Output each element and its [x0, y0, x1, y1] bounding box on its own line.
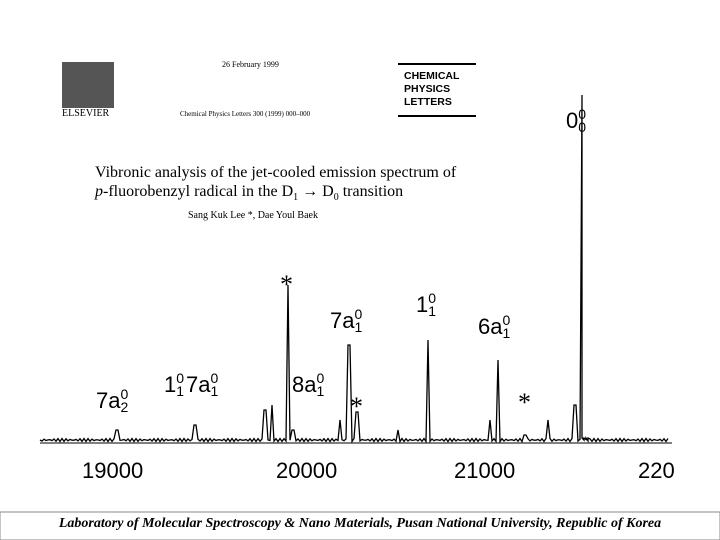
peak-sub: 1 — [210, 383, 219, 399]
authors: Sang Kuk Lee *, Dae Youl Baek — [188, 210, 318, 221]
peak-sup: 0 — [120, 386, 129, 402]
peak-sup: 0 — [502, 312, 511, 328]
title-part: → D — [298, 183, 334, 200]
peak-sup: 0 — [316, 370, 325, 386]
peak-base: 1 — [164, 372, 177, 397]
title-part: -fluorobenzyl radical in the D — [103, 183, 294, 200]
peak-base: 0 — [566, 108, 579, 133]
x-tick-label: 20000 — [276, 458, 338, 483]
peak-sup: 0 — [354, 306, 363, 322]
peak-label: 7a 0 1 — [330, 306, 364, 335]
peak-marker: * — [280, 270, 293, 299]
peak-sup: 0 — [578, 106, 587, 122]
x-tick-label: 19000 — [82, 458, 144, 483]
x-tick-label: 220 — [638, 458, 675, 483]
peak-base: 6a — [478, 314, 503, 339]
journal-line: LETTERS — [404, 96, 452, 108]
peak-sub: 1 — [354, 319, 363, 335]
journal-name: CHEMICAL PHYSICS LETTERS — [404, 70, 459, 109]
peak-label: 6a 0 1 — [478, 312, 512, 341]
x-tick-label: 21000 — [454, 458, 516, 483]
peak-base: 8a — [292, 372, 317, 397]
title-part: 0 — [333, 192, 339, 204]
footer: Laboratory of Molecular Spectroscopy & N… — [58, 516, 662, 531]
peak-sub: 0 — [578, 119, 587, 135]
peak-sup: 0 — [210, 370, 219, 386]
peak-base: 7a — [330, 308, 355, 333]
title-part: transition — [338, 183, 404, 200]
article-title: Vibronic analysis of the jet-cooled emis… — [95, 164, 457, 181]
title-part: 1 — [293, 192, 299, 204]
peak-base: 1 — [416, 292, 429, 317]
logo-text: ELSEVIER — [62, 108, 110, 119]
peak-sup: 0 — [176, 370, 185, 386]
logo-tree — [62, 62, 114, 108]
peak-base: 7a — [96, 388, 121, 413]
date: 26 February 1999 — [222, 60, 279, 69]
peak-label: 7a 0 2 — [96, 386, 130, 415]
peak-sub: 1 — [502, 325, 511, 341]
peak-sub: 1 — [316, 383, 325, 399]
peak-marker: * — [350, 392, 363, 421]
peak-sub: 2 — [120, 399, 129, 415]
peak-label: 1 0 1 7a 0 1 — [164, 370, 220, 399]
title-part: p — [95, 183, 103, 200]
journal-line: CHEMICAL — [404, 70, 460, 82]
spectrum-trace — [39, 94, 669, 444]
peak-sup: 0 — [428, 290, 437, 306]
peak-label: 8a 0 1 — [292, 370, 326, 399]
citation: Chemical Physics Letters 300 (1999) 000–… — [180, 110, 311, 118]
peak-sub: 1 — [428, 303, 437, 319]
peak-marker: * — [518, 388, 531, 417]
journal-line: PHYSICS — [404, 83, 451, 95]
footer-bar — [0, 511, 720, 540]
peak-base: 7a — [186, 372, 211, 397]
article-title: p-fluorobenzyl radical in the D1 → D0 tr… — [95, 183, 403, 203]
peak-sub: 1 — [176, 383, 185, 399]
